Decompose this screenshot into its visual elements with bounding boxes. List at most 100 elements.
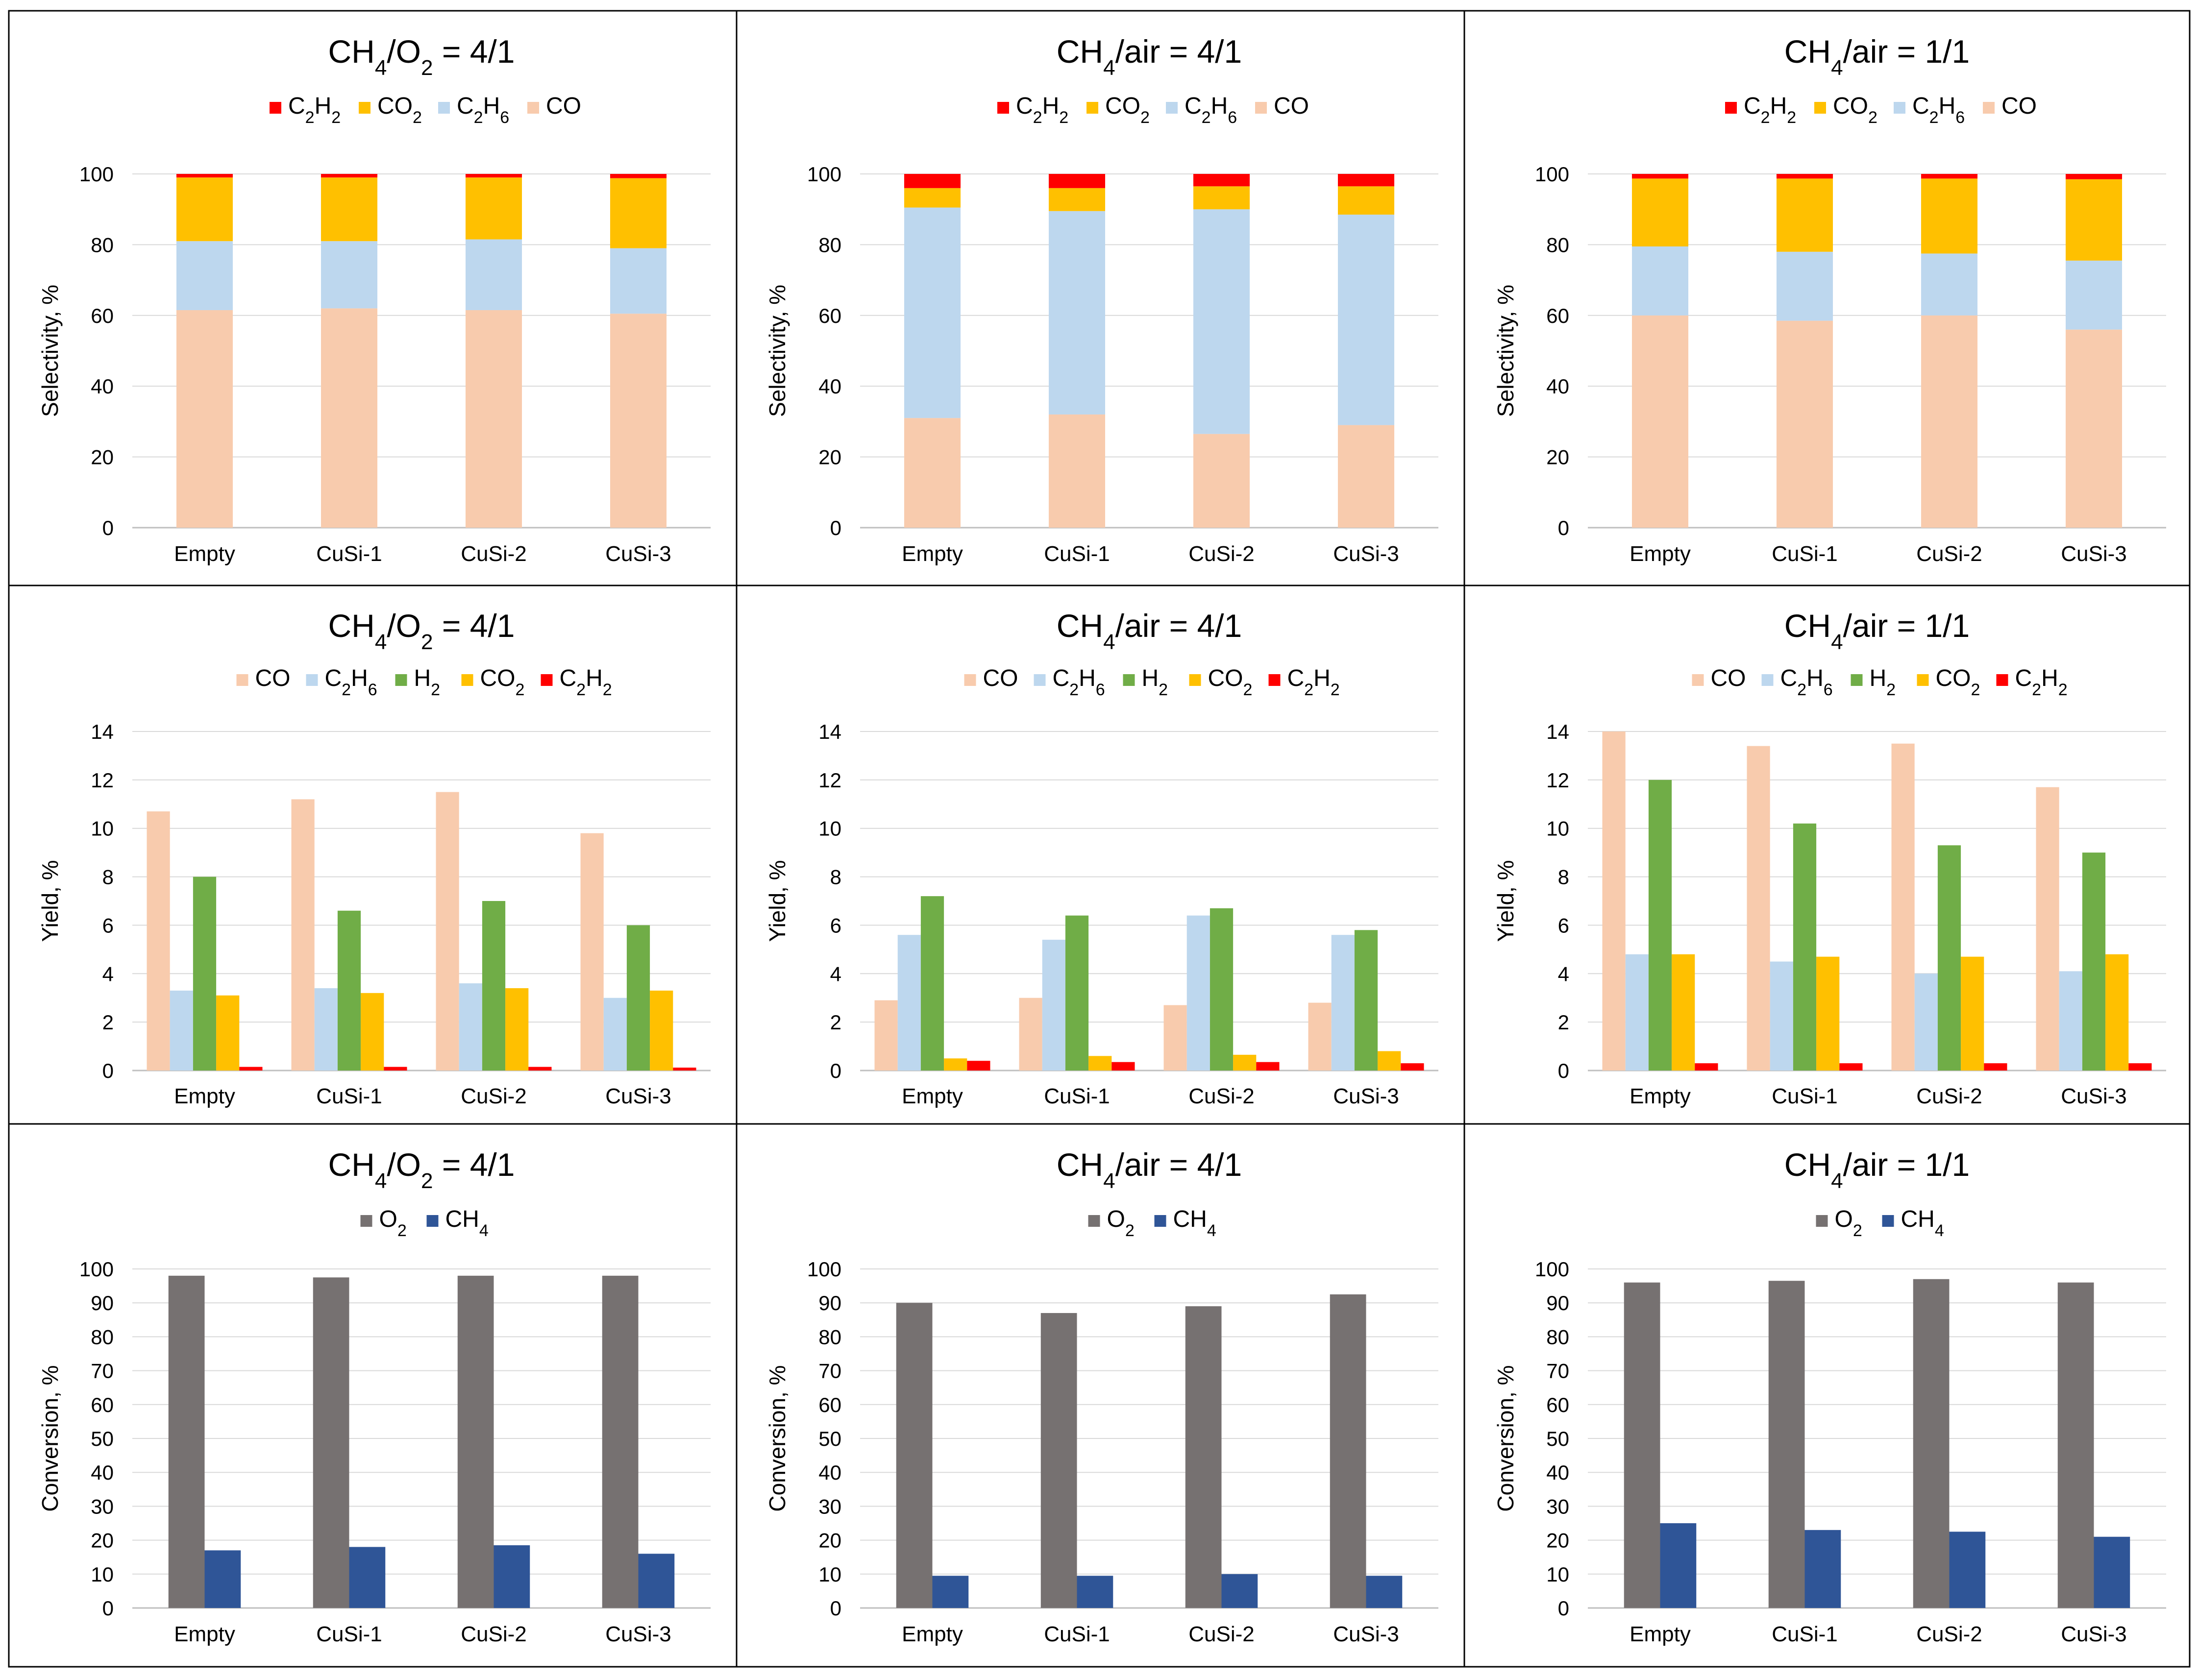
chart-bars bbox=[1624, 1279, 2130, 1608]
legend-label-CO2: CO2 bbox=[1936, 665, 1980, 699]
chart-conv-air41: CH4/air = 4/1 O2 CH4 0 10 20 30 40 50 60 70 80 90 100… bbox=[765, 1146, 1438, 1646]
legend-item-CH4: CH4 bbox=[426, 1206, 489, 1240]
y-tick-label: 0 bbox=[102, 516, 114, 539]
y-tick-label: 50 bbox=[818, 1427, 841, 1450]
x-tick-label: CuSi-1 bbox=[1772, 1084, 1838, 1108]
legend-label-C2H6: C2H6 bbox=[1053, 665, 1105, 699]
bar-C2H6-Empty bbox=[1625, 954, 1649, 1071]
legend-item-CH4: CH4 bbox=[1154, 1206, 1216, 1240]
bar-CO2-CuSi-1 bbox=[321, 177, 378, 242]
legend-label-CO: CO bbox=[546, 93, 581, 119]
chart-legend: CO C2H6 H2 CO2 C2H2 bbox=[1692, 665, 2068, 699]
bar-O2-CuSi-1 bbox=[1768, 1281, 1805, 1608]
legend-label-CO2: CO2 bbox=[1833, 93, 1877, 127]
legend-swatch-C2H2 bbox=[541, 674, 553, 686]
legend-item-C2H2: C2H2 bbox=[1996, 665, 2068, 699]
x-tick-label: CuSi-3 bbox=[605, 1084, 671, 1108]
bar-C2H6-CuSi-1 bbox=[1776, 251, 1833, 321]
bar-CH4-CuSi-3 bbox=[1366, 1576, 1403, 1608]
chart-legend: O2 CH4 bbox=[1816, 1206, 1944, 1240]
bar-CO-Empty bbox=[176, 310, 233, 528]
legend-swatch-CO bbox=[964, 674, 976, 686]
y-tick-label: 0 bbox=[830, 1597, 841, 1620]
chart-title: CH4/O2 = 4/1 bbox=[328, 1146, 515, 1193]
y-tick-label: 60 bbox=[91, 304, 114, 327]
bar-CO-Empty bbox=[874, 1000, 898, 1071]
bar-C2H6-CuSi-1 bbox=[1042, 940, 1065, 1071]
chart-title: CH4/O2 = 4/1 bbox=[328, 33, 515, 80]
y-tick-label: 20 bbox=[1546, 446, 1569, 469]
bar-CO2-CuSi-2 bbox=[505, 988, 529, 1071]
y-tick-label: 8 bbox=[102, 866, 114, 889]
bar-O2-CuSi-2 bbox=[1913, 1279, 1950, 1608]
y-tick-label: 60 bbox=[1546, 1393, 1569, 1416]
bar-CO-CuSi-2 bbox=[1193, 434, 1250, 528]
legend-label-H2: H2 bbox=[1870, 665, 1896, 699]
y-tick-label: 0 bbox=[830, 516, 841, 539]
legend-item-O2: O2 bbox=[1816, 1206, 1862, 1240]
bar-C2H6-CuSi-3 bbox=[2065, 260, 2123, 330]
legend-label-C2H2: C2H2 bbox=[560, 665, 612, 699]
y-tick-label: 100 bbox=[79, 163, 114, 186]
y-tick-label: 20 bbox=[91, 1529, 114, 1552]
bar-CO2-CuSi-2 bbox=[1233, 1054, 1257, 1071]
y-tick-label: 14 bbox=[818, 720, 841, 743]
chart-axes: 0 2 4 6 8 10 12 14 Yield, % Empty CuSi-1 CuSi-2 CuSi… bbox=[765, 720, 1438, 1108]
legend-label-CO: CO bbox=[1711, 665, 1746, 691]
bar-CO2-Empty bbox=[1672, 954, 1695, 1071]
bar-O2-CuSi-2 bbox=[457, 1275, 494, 1608]
bar-C2H2-CuSi-1 bbox=[1839, 1063, 1863, 1071]
legend-swatch-CH4 bbox=[1882, 1215, 1894, 1227]
bar-O2-CuSi-3 bbox=[602, 1275, 639, 1608]
chart-yield-o2: CH4/O2 = 4/1 CO C2H6 H2 CO2 C2H2 0 2 4 6 8 10 12 14 Yi… bbox=[37, 608, 711, 1108]
y-tick-label: 40 bbox=[818, 1461, 841, 1484]
chart-sel-air11: CH4/air = 1/1 C2H2 CO2 C2H6 CO 0 20 40 60 80 100 Se… bbox=[1493, 33, 2166, 566]
bar-H2-CuSi-3 bbox=[626, 925, 650, 1071]
y-tick-label: 90 bbox=[818, 1291, 841, 1315]
y-axis-label: Yield, % bbox=[37, 860, 63, 942]
x-tick-label: CuSi-2 bbox=[461, 542, 527, 566]
bar-C2H2-CuSi-2 bbox=[1193, 174, 1250, 187]
bar-C2H6-Empty bbox=[176, 241, 233, 310]
y-tick-label: 40 bbox=[1546, 375, 1569, 398]
chart-conv-air11: CH4/air = 1/1 O2 CH4 0 10 20 30 40 50 60 70 80 90 100… bbox=[1493, 1146, 2166, 1646]
chart-legend: C2H2 CO2 C2H6 CO bbox=[1725, 93, 2037, 127]
bar-CH4-CuSi-1 bbox=[349, 1547, 386, 1608]
legend-label-O2: O2 bbox=[1107, 1206, 1135, 1240]
bar-CO-CuSi-3 bbox=[580, 833, 604, 1071]
bar-C2H2-CuSi-1 bbox=[1048, 174, 1106, 188]
bar-CH4-Empty bbox=[204, 1550, 241, 1608]
bar-C2H6-Empty bbox=[170, 990, 193, 1071]
legend-item-C2H2: C2H2 bbox=[1268, 665, 1340, 699]
x-tick-label: CuSi-2 bbox=[1916, 542, 1982, 566]
legend-label-C2H6: C2H6 bbox=[1912, 93, 1965, 127]
legend-label-C2H6: C2H6 bbox=[457, 93, 509, 127]
legend-item-C2H2: C2H2 bbox=[997, 93, 1068, 127]
legend-item-C2H6: C2H6 bbox=[438, 93, 509, 127]
legend-label-CH4: CH4 bbox=[445, 1206, 489, 1240]
y-tick-label: 10 bbox=[1546, 817, 1569, 840]
bar-O2-Empty bbox=[1624, 1282, 1660, 1608]
y-tick-label: 2 bbox=[102, 1011, 114, 1034]
x-tick-label: CuSi-1 bbox=[1772, 1622, 1838, 1646]
bar-CO2-CuSi-1 bbox=[1776, 178, 1833, 252]
legend-label-C2H2: C2H2 bbox=[1744, 93, 1796, 127]
y-tick-label: 0 bbox=[1558, 1597, 1569, 1620]
x-tick-label: CuSi-2 bbox=[1916, 1622, 1982, 1646]
bar-C2H6-CuSi-2 bbox=[459, 983, 482, 1071]
legend-item-H2: H2 bbox=[395, 665, 440, 699]
legend-label-C2H2: C2H2 bbox=[2015, 665, 2068, 699]
x-tick-label: CuSi-1 bbox=[316, 1622, 382, 1646]
legend-swatch-O2 bbox=[1816, 1215, 1828, 1227]
legend-label-CH4: CH4 bbox=[1901, 1206, 1944, 1240]
bar-CO-CuSi-2 bbox=[1891, 743, 1915, 1071]
y-tick-label: 4 bbox=[102, 962, 114, 985]
legend-label-C2H2: C2H2 bbox=[1016, 93, 1068, 127]
y-tick-label: 50 bbox=[1546, 1427, 1569, 1450]
bar-C2H2-CuSi-3 bbox=[1337, 174, 1395, 187]
chart-title: CH4/air = 4/1 bbox=[1057, 33, 1242, 80]
legend-label-CO2: CO2 bbox=[1105, 93, 1150, 127]
bar-CO-CuSi-1 bbox=[1747, 746, 1770, 1071]
bar-CO-CuSi-1 bbox=[1048, 414, 1106, 528]
legend-item-C2H6: C2H6 bbox=[1034, 665, 1105, 699]
